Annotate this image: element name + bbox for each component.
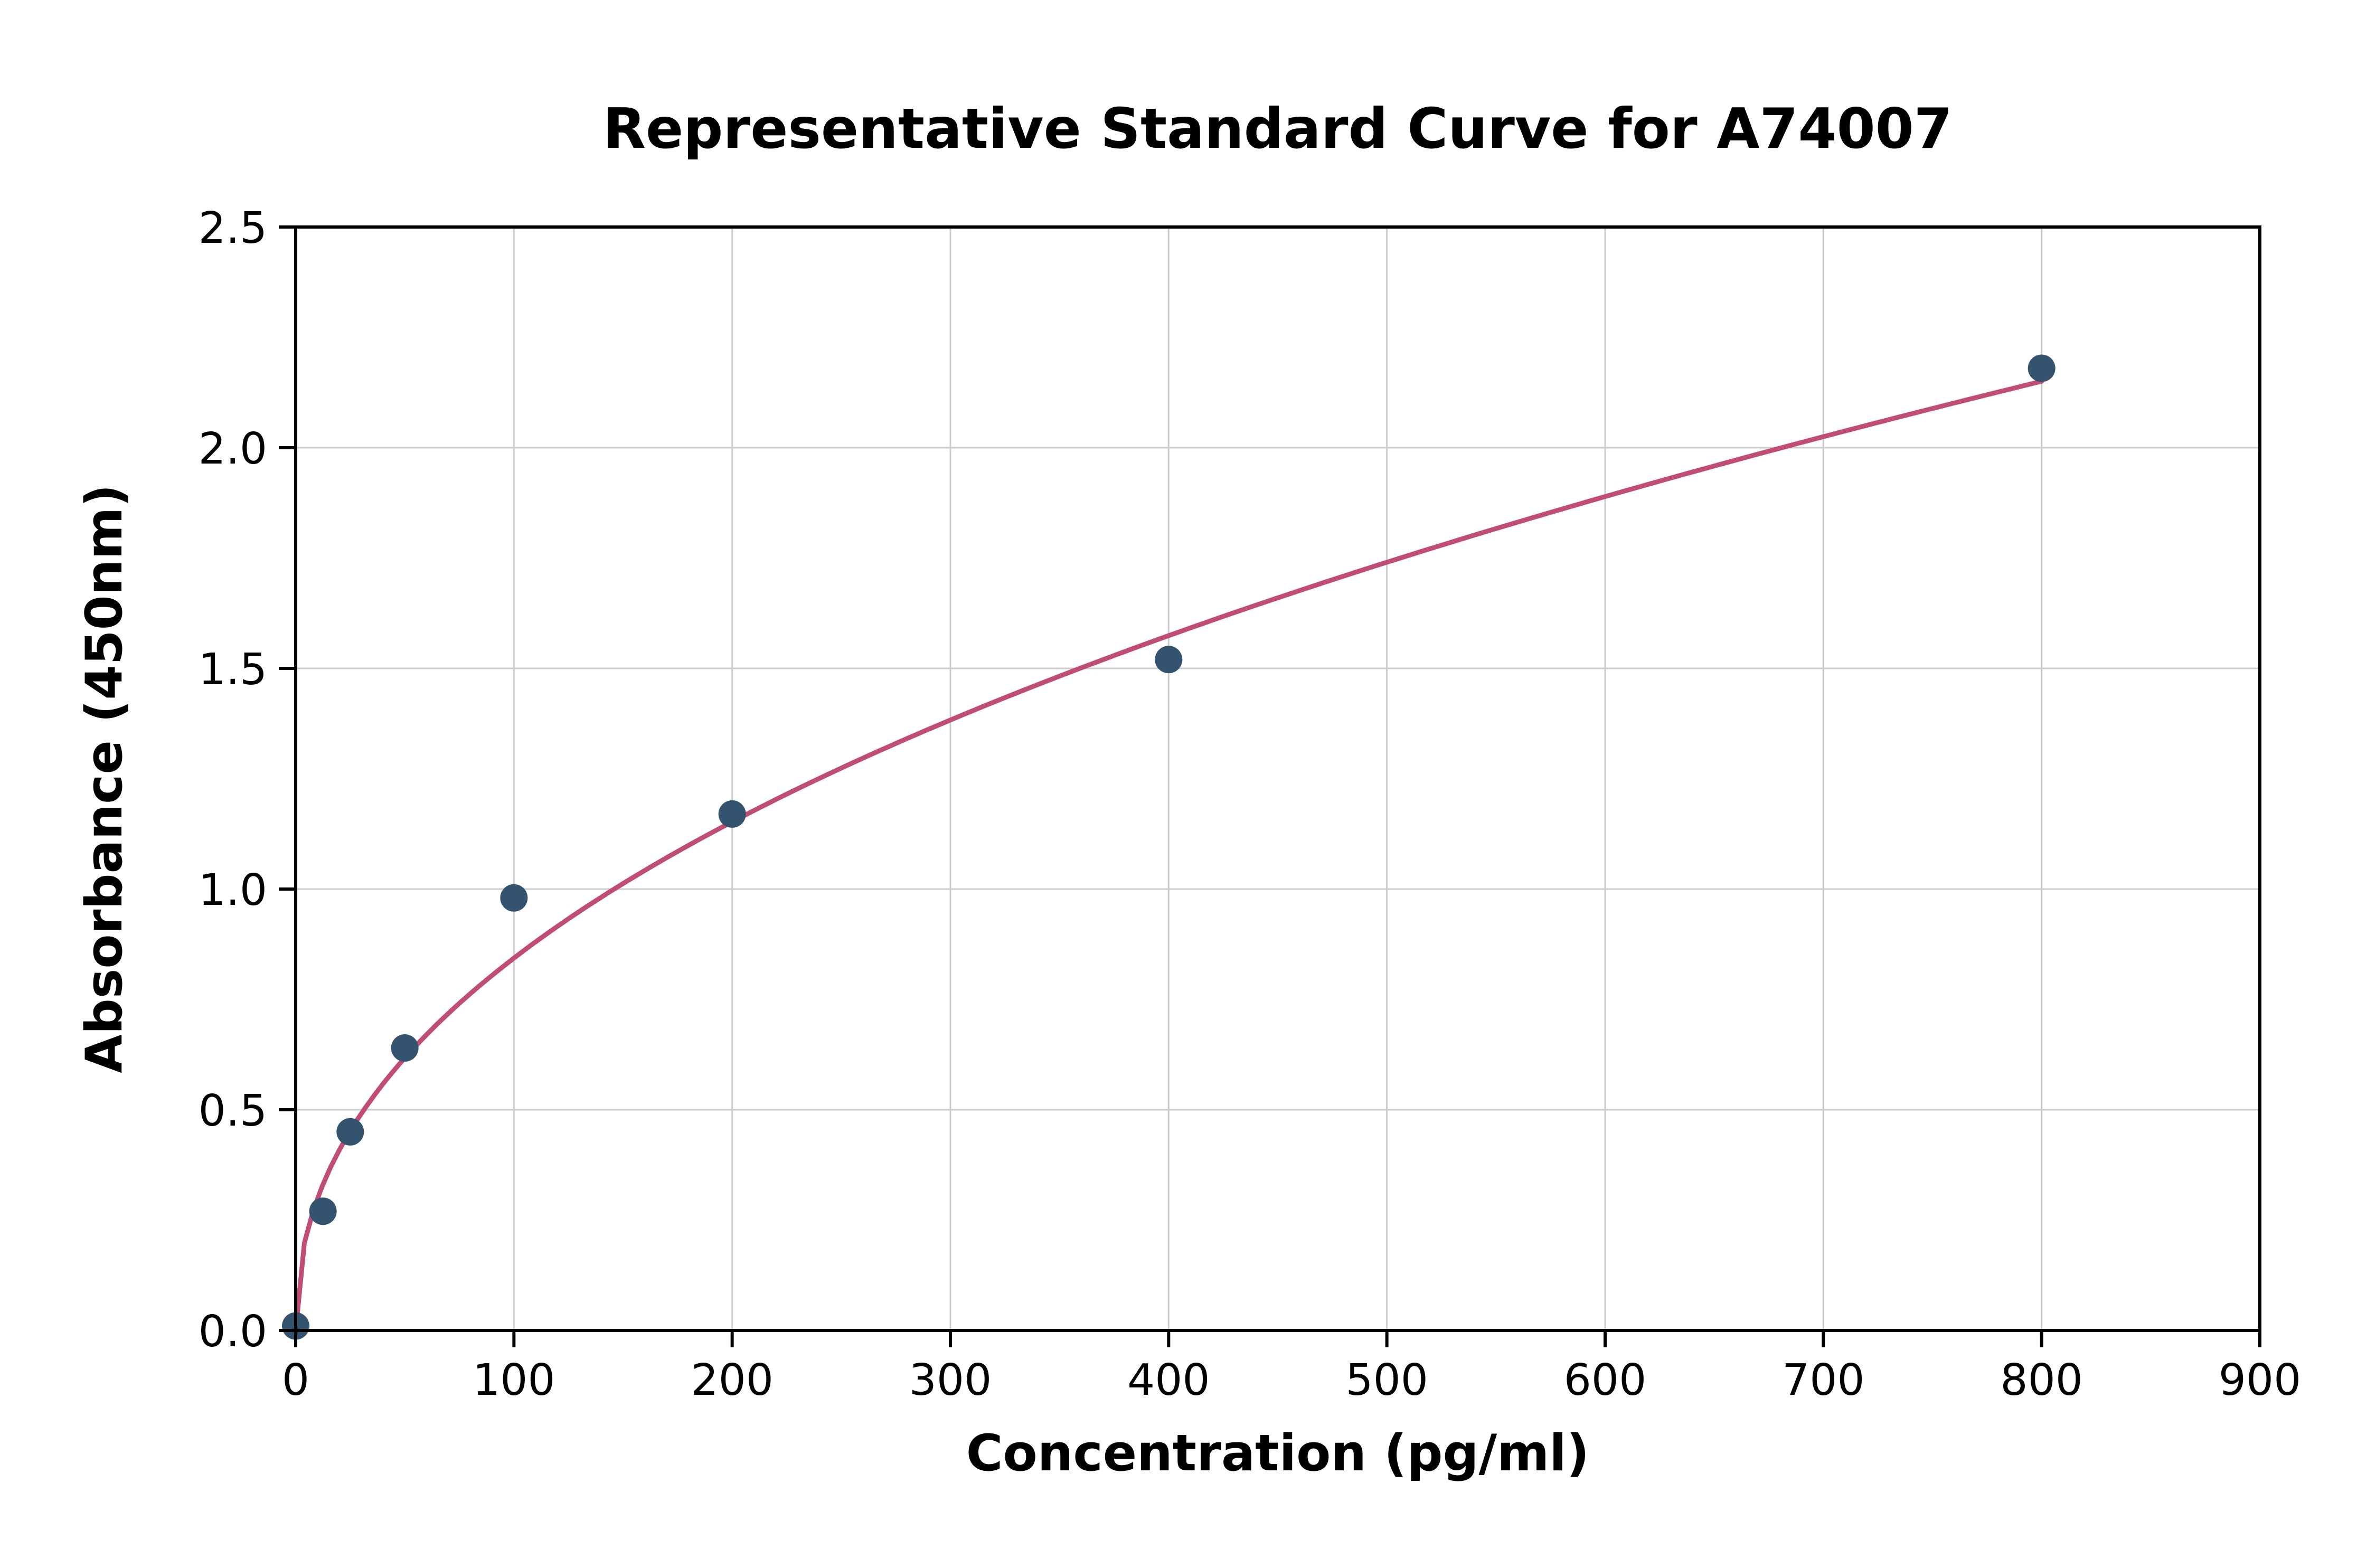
- x-tick-label: 800: [2000, 1355, 2083, 1405]
- grid-layer: [295, 226, 2261, 1331]
- x-tick-label: 100: [473, 1355, 555, 1405]
- data-point: [391, 1034, 419, 1062]
- axes-spines: [294, 225, 2261, 1332]
- y-tick-label: 1.5: [199, 645, 267, 695]
- data-layer: [282, 354, 2056, 1340]
- tick-layer: 0 100 200 300 400 500 600 700 800 900 0.0 0.5 1.0 1.5…: [199, 203, 2302, 1405]
- data-point: [718, 800, 746, 828]
- y-tick-label: 0.0: [199, 1307, 267, 1357]
- fit-curve: [293, 379, 2044, 1333]
- plot-border: [294, 225, 2261, 1332]
- chart-title: Representative Standard Curve for A74007: [603, 97, 1953, 161]
- y-tick-label: 2.5: [199, 203, 267, 253]
- x-axis-label: Concentration (pg/ml): [966, 1424, 1589, 1482]
- data-point: [1155, 646, 1183, 674]
- y-tick-label: 2.0: [199, 424, 267, 474]
- x-tick-label: 600: [1564, 1355, 1647, 1405]
- x-tick-label: 200: [691, 1355, 774, 1405]
- x-tick-label: 0: [282, 1355, 309, 1405]
- data-point: [336, 1118, 364, 1146]
- x-tick-label: 300: [909, 1355, 992, 1405]
- y-tick-label: 1.0: [199, 865, 267, 915]
- data-point: [2028, 354, 2056, 382]
- y-tick-label: 0.5: [199, 1086, 267, 1136]
- x-tick-label: 500: [1345, 1355, 1428, 1405]
- y-axis-label: Absorbance (450nm): [76, 484, 134, 1073]
- data-point: [309, 1197, 337, 1225]
- x-tick-label: 700: [1782, 1355, 1865, 1405]
- x-tick-label: 900: [2219, 1355, 2302, 1405]
- data-point: [500, 884, 528, 912]
- x-tick-label: 400: [1127, 1355, 1210, 1405]
